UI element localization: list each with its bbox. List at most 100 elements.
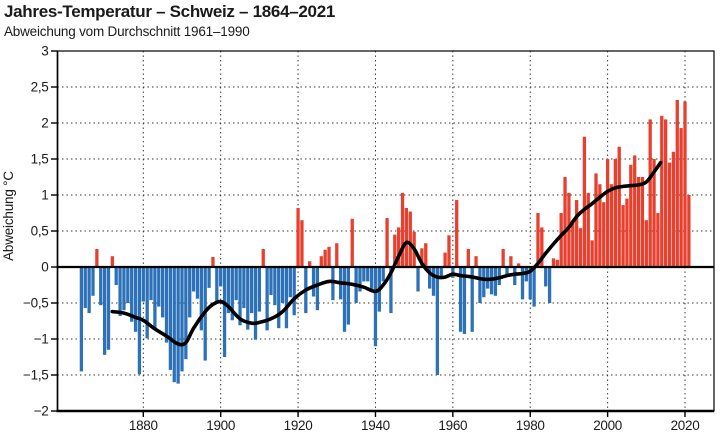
bar-1925 <box>315 267 320 311</box>
bar-1880 <box>141 267 145 302</box>
bar-1983 <box>540 227 544 267</box>
y-tick-label: 1,5 <box>31 152 49 167</box>
bar-1916 <box>280 267 285 303</box>
bar-2010 <box>644 220 648 267</box>
bar-1924 <box>311 267 316 297</box>
bar-2012 <box>652 159 656 267</box>
bar-1928 <box>327 246 331 267</box>
y-tick-label: 0,5 <box>31 224 49 239</box>
bar-1987 <box>555 259 559 267</box>
bar-1926 <box>319 256 323 267</box>
bar-1923 <box>308 261 312 267</box>
bar-1993 <box>578 228 583 267</box>
bar-1866 <box>87 267 91 314</box>
bar-1871 <box>106 267 111 350</box>
bar-1998 <box>598 184 602 267</box>
bar-1986 <box>551 258 556 267</box>
bar-1918 <box>288 267 292 298</box>
bar-1920 <box>296 207 300 267</box>
bar-1997 <box>594 173 598 267</box>
bar-1897 <box>207 267 211 288</box>
x-tick-label: 2020 <box>671 418 700 433</box>
bar-2007 <box>633 155 637 267</box>
bar-1975 <box>509 256 513 267</box>
y-tick-label: −1 <box>34 332 49 347</box>
bar-1914 <box>273 267 277 306</box>
bar-1909 <box>253 267 258 340</box>
bar-1934 <box>350 218 354 267</box>
bar-1984 <box>544 267 548 287</box>
bar-2011 <box>648 119 652 268</box>
bar-1954 <box>427 267 432 289</box>
bar-1915 <box>277 267 281 329</box>
bar-1974 <box>505 267 509 275</box>
bar-1864 <box>79 267 84 372</box>
bar-1888 <box>172 267 176 383</box>
y-tick-label: 3 <box>41 44 48 59</box>
bar-1877 <box>130 267 134 322</box>
bar-2009 <box>640 177 645 267</box>
bar-1917 <box>284 267 289 329</box>
bar-1875 <box>122 267 126 311</box>
y-tick-label: −2 <box>34 404 49 419</box>
bar-1989 <box>563 177 567 267</box>
bar-1968 <box>482 267 486 298</box>
bar-1885 <box>161 267 165 318</box>
bar-1988 <box>559 213 563 267</box>
bar-1870 <box>102 267 107 355</box>
bar-2003 <box>617 146 621 267</box>
bar-1919 <box>292 267 296 316</box>
bar-1902 <box>226 267 231 314</box>
bar-1895 <box>199 267 203 331</box>
bar-1912 <box>265 267 269 331</box>
bar-1967 <box>478 267 482 303</box>
bar-1978 <box>520 267 525 300</box>
bar-1921 <box>300 220 304 267</box>
bar-1904 <box>234 267 238 301</box>
bar-1965 <box>470 267 474 332</box>
bar-1933 <box>346 267 351 325</box>
x-tick-label: 1980 <box>516 418 545 433</box>
bar-1892 <box>188 267 192 318</box>
bar-1981 <box>532 267 536 307</box>
bar-1899 <box>215 267 219 303</box>
bar-1966 <box>474 256 478 267</box>
bar-2014 <box>660 115 664 267</box>
bar-2015 <box>664 119 668 268</box>
bar-1992 <box>575 200 579 267</box>
bar-1901 <box>222 267 227 357</box>
bar-2001 <box>609 184 614 267</box>
y-tick-label: 2 <box>41 116 48 131</box>
y-tick-label: 0 <box>41 260 48 275</box>
smoothed-trend-line <box>110 160 663 347</box>
bar-1982 <box>536 213 540 267</box>
bar-1907 <box>246 267 250 330</box>
deviation-bars <box>79 99 691 384</box>
bar-1890 <box>180 267 184 372</box>
bar-1957 <box>439 267 443 278</box>
bar-2008 <box>636 177 641 267</box>
bar-1973 <box>501 249 505 267</box>
bar-1927 <box>323 249 327 267</box>
bar-1994 <box>582 136 587 267</box>
bar-1938 <box>366 267 370 282</box>
y-tick-label: −0,5 <box>23 296 48 311</box>
bar-1884 <box>157 267 161 307</box>
y-tick-label: 2,5 <box>31 80 49 95</box>
bar-1955 <box>431 267 436 296</box>
bar-2006 <box>629 164 633 267</box>
bar-1963 <box>462 267 467 334</box>
bar-1911 <box>261 249 265 267</box>
x-tick-label: 1900 <box>206 418 235 433</box>
bar-1996 <box>590 240 594 267</box>
bar-1881 <box>145 267 149 339</box>
bar-1891 <box>184 267 188 360</box>
bar-1947 <box>400 192 405 267</box>
bar-1893 <box>191 267 196 292</box>
bar-1913 <box>269 267 273 296</box>
x-tick-label: 1960 <box>438 418 467 433</box>
bar-1958 <box>443 252 447 267</box>
bar-1949 <box>408 211 412 267</box>
bar-1956 <box>435 267 440 375</box>
bar-1937 <box>362 267 366 282</box>
